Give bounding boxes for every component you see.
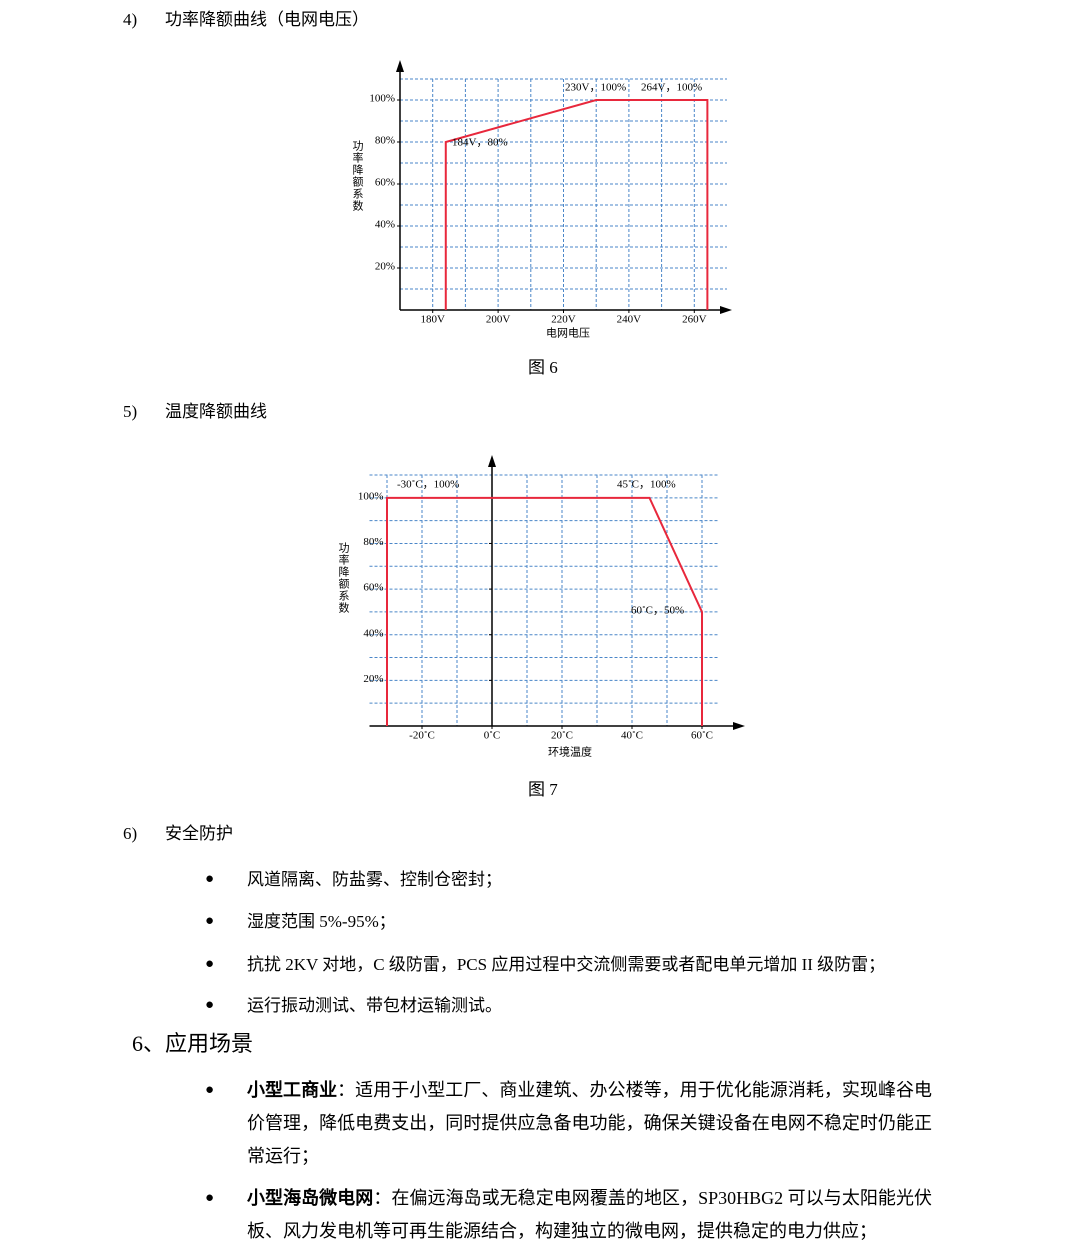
section-number: 6) bbox=[123, 824, 138, 843]
x-tick-label: 200V bbox=[486, 314, 511, 326]
x-tick-label: 20˚C bbox=[551, 730, 573, 742]
annotation: 60˚C，50% bbox=[631, 605, 684, 617]
section-title: 功率降额曲线（电网电压） bbox=[165, 10, 369, 29]
x-tick-label: 60˚C bbox=[691, 730, 713, 742]
bullet-text: 风道隔离、防盐雾、控制仓密封； bbox=[247, 870, 502, 889]
annotation: 264V，100% bbox=[641, 82, 702, 94]
bullet: ● bbox=[205, 913, 215, 929]
y-tick-label: 40% bbox=[363, 627, 383, 639]
y-tick-label: 100% bbox=[369, 93, 395, 105]
annotation: 184V，80% bbox=[452, 137, 508, 149]
x-tick-label: -20˚C bbox=[409, 730, 435, 742]
bullet-text: 湿度范围 5%-95%； bbox=[247, 912, 396, 931]
annotation: 45˚C，100% bbox=[617, 479, 676, 491]
bullet-text: 抗扰 2KV 对地，C 级防雷，PCS 应用过程中交流侧需要或者配电单元增加 I… bbox=[247, 955, 886, 974]
figure-caption: 图 7 bbox=[528, 780, 558, 799]
x-tick-label: 220V bbox=[551, 314, 576, 326]
application-text: ：适用于小型工厂、商业建筑、办公楼等，用于优化能源消耗，实现峰谷电价管理，降低电… bbox=[247, 1080, 933, 1166]
x-tick-label: 180V bbox=[420, 314, 445, 326]
x-tick-label: 260V bbox=[682, 314, 707, 326]
bullet: ● bbox=[205, 997, 215, 1013]
x-tick-label: 0˚C bbox=[484, 730, 501, 742]
x-tick-label: 240V bbox=[617, 314, 642, 326]
heading: 6、应用场景 bbox=[132, 1031, 254, 1056]
x-axis-label: 电网电压 bbox=[546, 327, 590, 340]
x-tick-label: 40˚C bbox=[621, 730, 643, 742]
curve bbox=[444, 99, 709, 310]
section-number: 5) bbox=[123, 402, 138, 421]
bullet: ● bbox=[205, 1190, 215, 1206]
annotation: -30˚C，100% bbox=[397, 479, 459, 491]
annotation: 230V，100% bbox=[565, 82, 626, 94]
x-axis-arrow bbox=[720, 306, 732, 314]
y-tick-label: 80% bbox=[375, 135, 395, 147]
figure-caption: 图 6 bbox=[528, 358, 558, 377]
application: 小型海岛微电网：在偏远海岛或无稳定电网覆盖的地区，SP30HBG2 可以与太阳能… bbox=[247, 1182, 932, 1248]
application-label: 小型海岛微电网 bbox=[247, 1188, 374, 1208]
x-axis-label: 环境温度 bbox=[548, 745, 592, 759]
y-axis-label: 功率降额系数 bbox=[337, 542, 350, 614]
y-tick-label: 80% bbox=[363, 536, 383, 548]
bullet: ● bbox=[205, 956, 215, 972]
curve bbox=[386, 496, 703, 726]
y-tick-label: 100% bbox=[358, 490, 384, 502]
y-axis-arrow bbox=[488, 455, 496, 467]
x-axis-arrow bbox=[733, 722, 745, 730]
y-tick-label: 20% bbox=[375, 261, 395, 273]
y-axis-arrow bbox=[396, 60, 404, 72]
application-label: 小型工商业 bbox=[247, 1080, 338, 1100]
section-title: 温度降额曲线 bbox=[165, 402, 267, 421]
section-number: 4) bbox=[123, 10, 138, 29]
y-tick-label: 60% bbox=[375, 177, 395, 189]
y-tick-label: 40% bbox=[375, 219, 395, 231]
y-tick-label: 20% bbox=[363, 673, 383, 685]
y-tick-label: 60% bbox=[363, 582, 383, 594]
section-title: 安全防护 bbox=[165, 824, 233, 843]
bullet-text: 运行振动测试、带包材运输测试。 bbox=[247, 996, 502, 1015]
bullet: ● bbox=[205, 871, 215, 887]
bullet: ● bbox=[205, 1082, 215, 1098]
application: 小型工商业：适用于小型工厂、商业建筑、办公楼等，用于优化能源消耗，实现峰谷电价管… bbox=[247, 1074, 932, 1173]
y-axis-label: 功率降额系数 bbox=[351, 140, 364, 212]
application-text: ：在偏远海岛或无稳定电网覆盖的地区，SP30HBG2 可以与太阳能光伏板、风力发… bbox=[247, 1188, 932, 1241]
